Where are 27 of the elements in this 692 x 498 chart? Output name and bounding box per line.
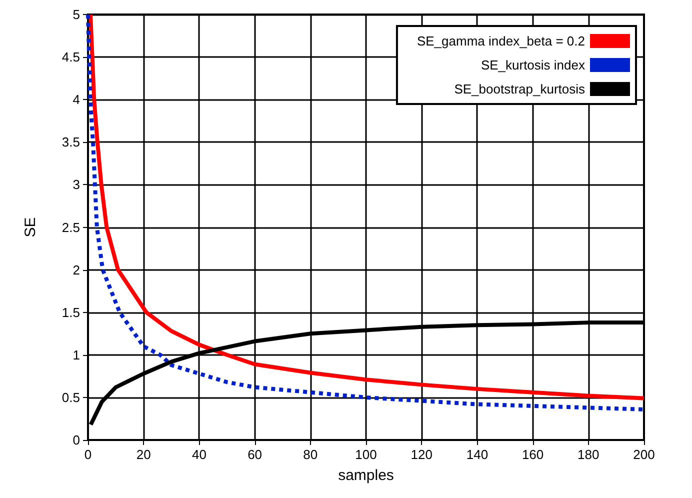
y-tick-label: 0 [72, 432, 80, 448]
x-tick-label: 180 [578, 447, 600, 462]
y-tick-label: 1.5 [62, 304, 80, 320]
y-tick-label: 2 [72, 262, 80, 278]
x-tick-label: 0 [84, 447, 92, 462]
y-tick-label: 4 [72, 92, 80, 108]
y-axis-title: SE [22, 217, 39, 238]
y-tick-label: 3.5 [62, 134, 80, 150]
y-tick-label: 2.5 [62, 220, 80, 235]
x-tick-label: 140 [466, 447, 488, 462]
legend-label: SE_bootstrap_kurtosis [454, 82, 586, 96]
y-tick-label: 5 [72, 7, 80, 22]
x-tick-label: 120 [410, 447, 432, 462]
x-tick-label: 160 [522, 447, 544, 462]
x-tick-label: 80 [303, 447, 318, 462]
y-tick-label: 0.5 [62, 390, 80, 405]
x-axis-title: samples [338, 467, 394, 484]
y-tick-label: 4.5 [62, 50, 80, 65]
x-tick-label: 40 [192, 447, 206, 462]
legend-label: SE_gamma index_beta = 0.2 [416, 34, 585, 48]
legend-label: SE_kurtosis index [480, 58, 586, 72]
y-tick-label: 1 [72, 347, 80, 362]
x-tick-label: 200 [633, 447, 655, 462]
x-tick-label: 60 [248, 447, 262, 462]
x-tick-label: 20 [136, 447, 151, 462]
y-tick-label: 3 [72, 177, 80, 192]
x-tick-label: 100 [355, 447, 377, 462]
